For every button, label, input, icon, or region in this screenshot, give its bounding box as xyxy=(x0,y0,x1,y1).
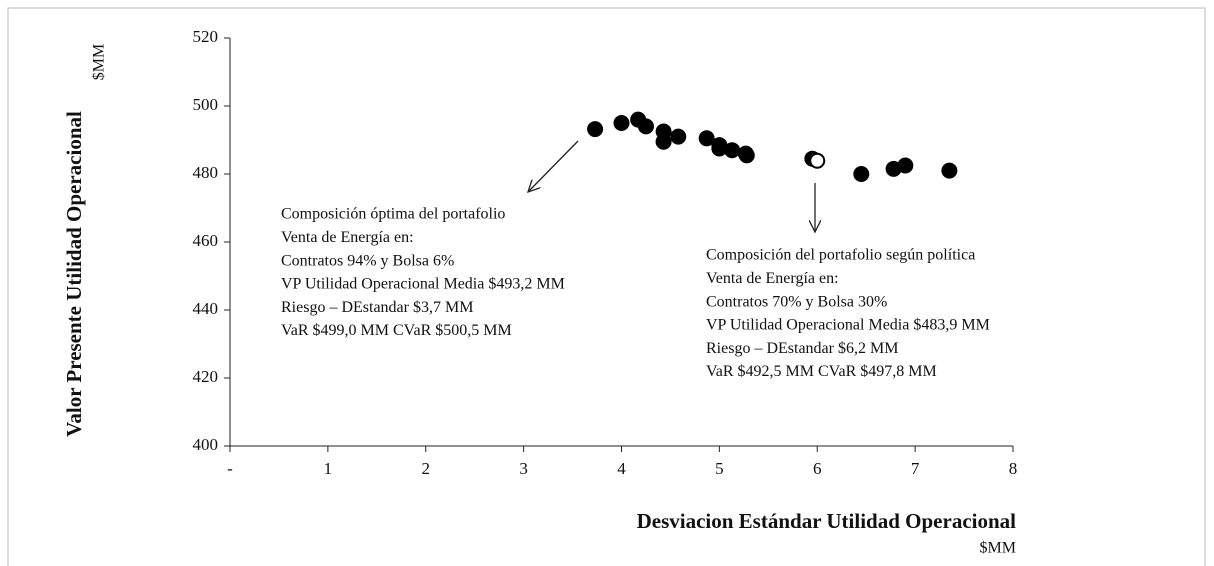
point xyxy=(655,133,672,150)
y-tick-label: 460 xyxy=(193,231,219,250)
y-tick-label: 400 xyxy=(193,435,219,454)
point xyxy=(941,162,958,179)
annotation: Contratos 94% y Bolsa 6% xyxy=(281,252,454,269)
x-tick-label: 3 xyxy=(519,459,528,478)
x-tick-label: 7 xyxy=(911,459,920,478)
annotation: VaR $499,0 MM CVaR $500,5 MM xyxy=(281,322,512,339)
x-tick-label: 1 xyxy=(324,459,333,478)
point xyxy=(711,140,728,157)
x-tick-label: 5 xyxy=(715,459,724,478)
y-tick-label: 480 xyxy=(193,163,219,182)
annotation: VaR $492,5 MM CVaR $497,8 MM xyxy=(706,363,937,380)
annotation: VP Utilidad Operacional Media $483,9 MM xyxy=(706,317,990,334)
point xyxy=(613,115,630,131)
x-axis-unit: $MM xyxy=(980,540,1016,557)
x-tick-label: 2 xyxy=(422,459,431,478)
point xyxy=(724,142,741,159)
x-tick-label: 8 xyxy=(1009,459,1018,478)
point xyxy=(587,121,604,138)
y-tick-label: 520 xyxy=(193,27,219,46)
x-tick-label: 4 xyxy=(617,459,626,478)
y-tick-label: 440 xyxy=(193,299,219,318)
annotation: VP Utilidad Operacional Media $493,2 MM xyxy=(281,276,565,293)
y-axis-label: Valor Presente Utilidad Operacional xyxy=(62,111,86,437)
point xyxy=(897,157,914,174)
annotation: Riesgo – DEstandar $6,2 MM xyxy=(706,340,898,357)
y-tick-label: 500 xyxy=(193,95,219,114)
point xyxy=(738,147,755,164)
arrow xyxy=(528,140,579,192)
annotation: Composición óptima del portafolio xyxy=(281,206,505,223)
y-axis-unit: $MM xyxy=(91,44,108,80)
x-axis-label: Desviacion Estándar Utilidad Operacional xyxy=(637,509,1017,533)
point xyxy=(698,130,715,147)
x-tick-label: - xyxy=(227,459,233,478)
annotation: Composición del portafolio según polític… xyxy=(706,247,975,264)
frame xyxy=(7,7,1206,566)
y-tick-label: 420 xyxy=(193,367,219,386)
annotation: Venta de Energía en: xyxy=(281,229,414,246)
annotation: Contratos 70% y Bolsa 30% xyxy=(706,293,887,310)
point xyxy=(637,118,654,135)
x-tick-label: 6 xyxy=(813,459,822,478)
annotation: Venta de Energía en: xyxy=(706,270,839,287)
point xyxy=(853,166,870,182)
point xyxy=(670,128,687,145)
annotation: Riesgo – DEstandar $3,7 MM xyxy=(281,299,473,316)
point xyxy=(809,152,826,169)
